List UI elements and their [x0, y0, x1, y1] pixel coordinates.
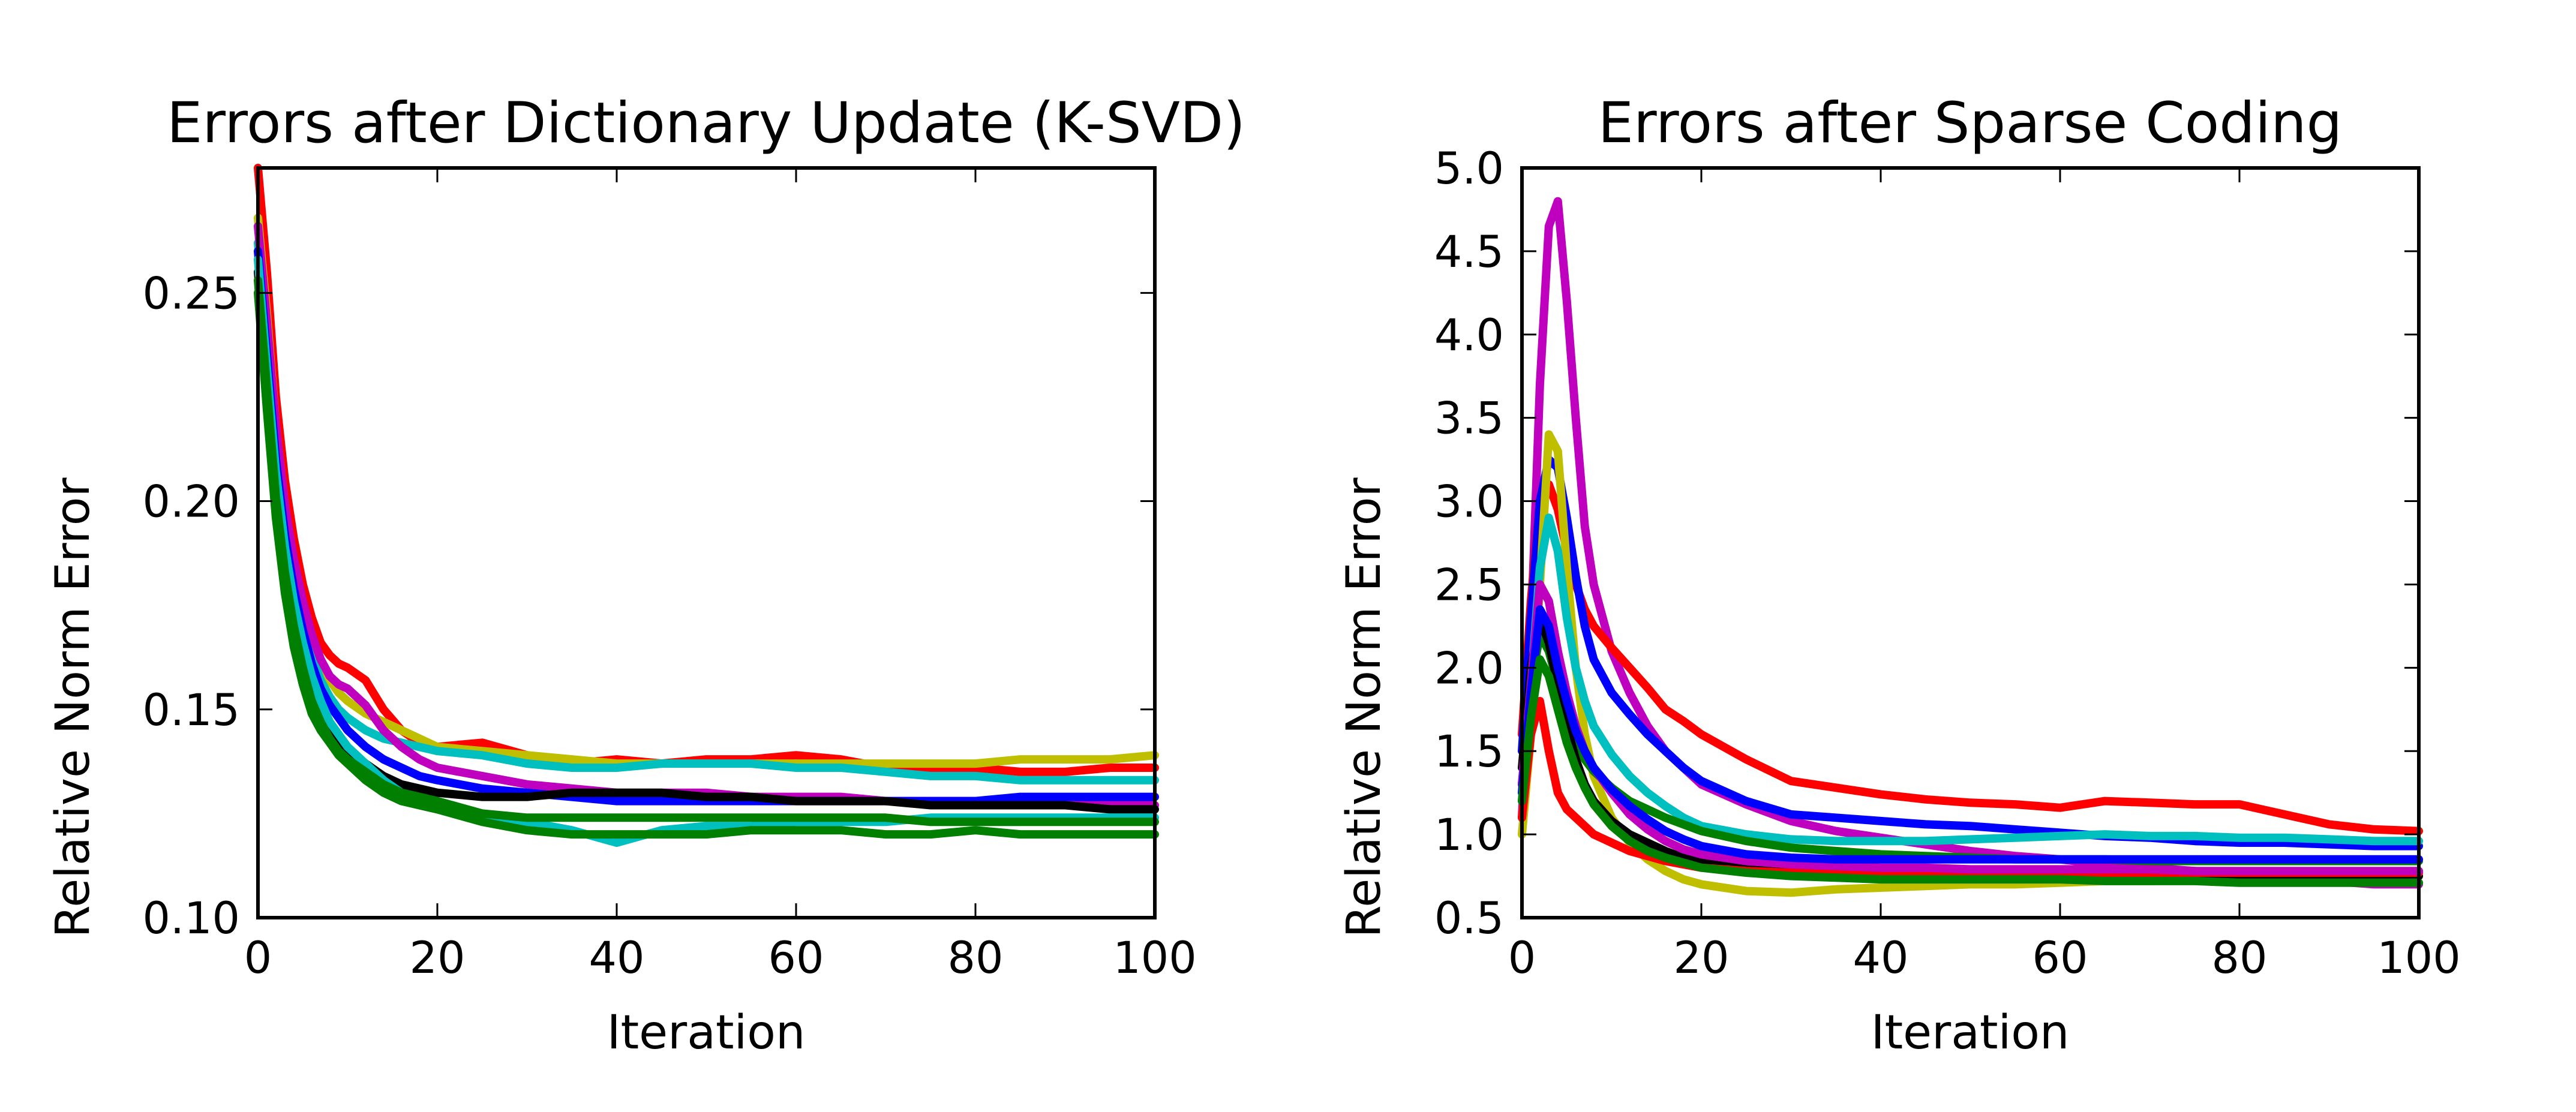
x-tick-label: 60 — [768, 933, 824, 984]
y-tick-label: 2.0 — [1434, 643, 1504, 694]
axis-tick-labels: 0 20 40 60 80 100 0.5 1.0 1.5 2.0 2.5 3.0 3.5 4.0 4.5 5… — [1434, 143, 2461, 984]
y-tick-label: 2.5 — [1434, 560, 1504, 611]
x-axis-label: Iteration — [1871, 1006, 2070, 1060]
y-tick-label: 0.5 — [1434, 893, 1504, 944]
plot-lines — [254, 164, 1159, 847]
y-tick-label: 0.25 — [142, 268, 240, 319]
x-tick-label: 0 — [1508, 933, 1536, 984]
series-line-11 — [1518, 655, 2423, 887]
series-line-9 — [254, 276, 1159, 827]
y-axis-label: Relative Norm Error — [46, 477, 100, 938]
plot-lines — [1518, 197, 2423, 897]
y-tick-label: 0.10 — [142, 893, 240, 944]
x-tick-label: 80 — [2212, 933, 2268, 984]
y-axis-label: Relative Norm Error — [1337, 477, 1391, 938]
x-tick-label: 100 — [1113, 933, 1196, 984]
x-tick-label: 20 — [410, 933, 466, 984]
y-tick-label: 4.0 — [1434, 310, 1504, 361]
x-tick-label: 100 — [2377, 933, 2460, 984]
series-line-10 — [1518, 605, 2423, 864]
x-tick-label: 60 — [2032, 933, 2088, 984]
x-tick-label: 0 — [244, 933, 272, 984]
series-line-5 — [1518, 513, 2423, 846]
x-tick-label: 40 — [589, 933, 645, 984]
axis-tick-labels: 0 20 40 60 80 100 0.10 0.15 0.20 0.25 — [142, 268, 1196, 984]
y-tick-label: 1.5 — [1434, 726, 1504, 777]
x-tick-label: 20 — [1674, 933, 1730, 984]
y-tick-label: 1.0 — [1434, 810, 1504, 861]
chart-sparse-coding: Errors after Sparse Coding Relative Norm… — [1337, 91, 2461, 1060]
x-tick-label: 80 — [948, 933, 1004, 984]
y-tick-label: 0.20 — [142, 477, 240, 528]
plot-frame — [1520, 166, 2421, 919]
chart-title: Errors after Dictionary Update (K-SVD) — [167, 91, 1245, 156]
x-tick-label: 40 — [1853, 933, 1909, 984]
y-tick-label: 4.5 — [1434, 227, 1504, 278]
y-tick-label: 3.5 — [1434, 393, 1504, 444]
y-tick-label: 5.0 — [1434, 143, 1504, 194]
y-tick-label: 0.15 — [142, 685, 240, 736]
chart-title: Errors after Sparse Coding — [1598, 91, 2343, 156]
y-tick-label: 3.0 — [1434, 477, 1504, 528]
chart-dictionary-update: Errors after Dictionary Update (K-SVD) R… — [46, 91, 1245, 1060]
x-axis-label: Iteration — [607, 1006, 806, 1060]
plot-frame — [256, 166, 1157, 919]
